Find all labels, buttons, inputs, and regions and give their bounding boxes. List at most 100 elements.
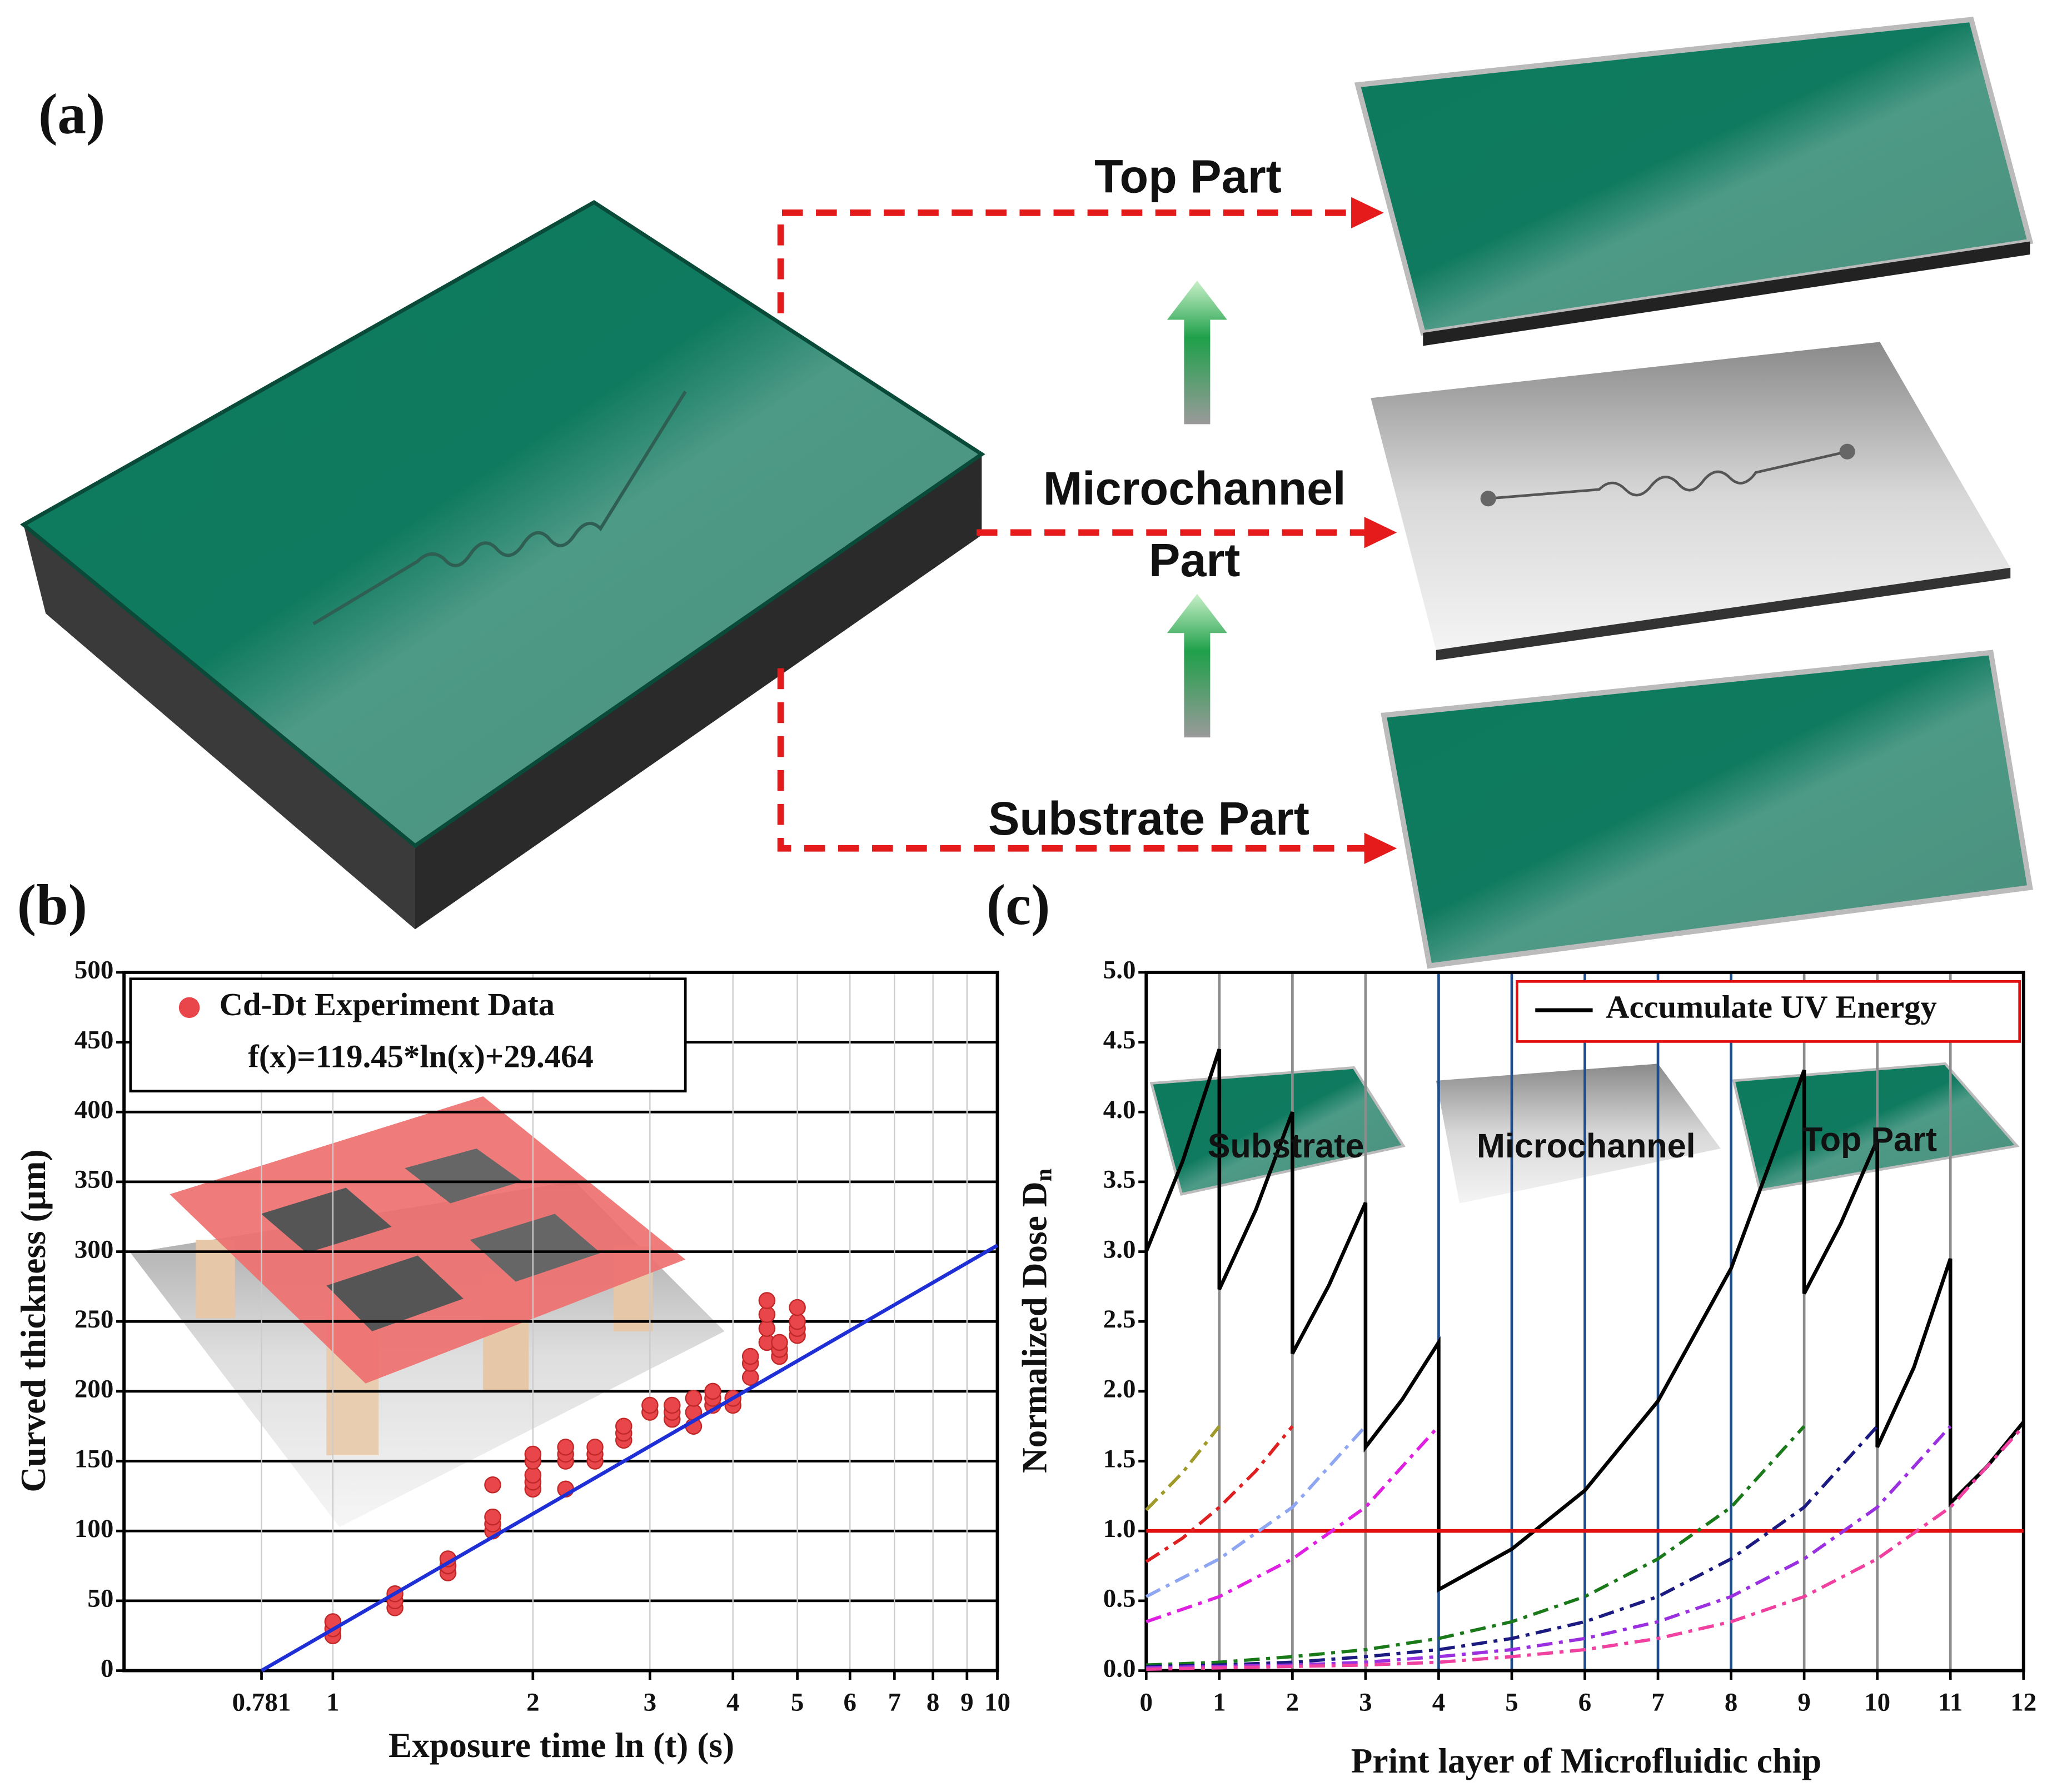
point [758,1292,776,1309]
green-arrows [1167,281,1227,738]
x-tick-label: 8 [927,1688,939,1716]
inset-structure [130,1096,725,1528]
y-tick-label: 4.0 [1103,1095,1136,1124]
y-axis-label: Normalized Dose Dn [1014,1169,1057,1473]
y-tick-label: 4.5 [1103,1025,1136,1054]
y-tick-label: 250 [74,1305,113,1334]
x-tick-label: 6 [1578,1688,1591,1716]
x-tick-label: 4 [1432,1688,1445,1716]
legend-box [129,977,687,1093]
x-tick-label: 7 [1651,1688,1664,1716]
point [758,1306,776,1323]
y-tick-label: 0.0 [1103,1654,1136,1683]
chart: 0.00.51.01.52.02.53.03.54.04.55.00 1 2 3 4 5 6… [1014,956,2036,1781]
plot-frame [1144,970,2025,1673]
port [1839,443,1855,460]
x-tick-label: 10 [984,1688,1010,1716]
point [524,1445,542,1463]
legend-symbol [178,997,200,1019]
slab-side [415,454,982,930]
y-tick-label: 1.5 [1103,1444,1136,1473]
y-tick-label: 0 [101,1654,113,1683]
point [586,1439,604,1456]
y-tick-label: 0.5 [1103,1584,1136,1613]
line [1146,1425,1806,1667]
point [704,1382,721,1400]
y-tick-label: 5.0 [1103,956,1136,985]
y-tick-label: 200 [74,1375,113,1404]
point [685,1390,703,1407]
y-tick-label: 1.0 [1103,1514,1136,1543]
arrow-heads [1351,197,1397,864]
y-tick-label: 150 [74,1444,113,1473]
x-tick-label: 3 [644,1688,656,1716]
line [260,1244,999,1673]
label: Microchannel [1043,462,1346,515]
x-tick-label: 10 [1864,1688,1890,1716]
microchannel [312,391,687,626]
y-tick-label: 400 [74,1095,113,1124]
line [1146,1425,1879,1668]
y-axis-label-text: Curved thickness (μm) [13,1149,52,1492]
y-axis-label-subscript: n [1030,1169,1057,1182]
point [641,1396,659,1414]
top-plate [1354,17,2034,336]
x-tick-label: 1 [326,1688,339,1716]
panel-label: (b) [17,873,87,937]
point [484,1508,501,1526]
slab-side [23,525,415,930]
y-tick-label: 3.0 [1103,1235,1136,1264]
point [615,1417,632,1435]
label: Top Part [1094,149,1282,202]
x-tick-label: 3 [1359,1688,1372,1716]
y-axis-label: Curved thickness (μm) [13,1149,52,1492]
y-tick-label: 2.5 [1103,1305,1136,1334]
x-tick-label: 0 [1140,1688,1153,1716]
x-tick-label: 5 [1505,1688,1518,1716]
x-tick-label: 11 [1938,1688,1963,1716]
x-tick-label: 0.781 [232,1688,291,1716]
line [1145,1425,1440,1624]
x-tick-label: 2 [1286,1688,1299,1716]
x-tick-label: 5 [791,1688,804,1716]
annotation: Microchannel [1477,1127,1696,1165]
x-tick-label: 12 [2010,1688,2036,1716]
microchannel-plate [1371,342,2011,650]
point [741,1347,759,1365]
y-axis-label-text: Normalized Dose D [1014,1181,1054,1473]
label: Part [1149,533,1240,586]
line [1145,1425,1367,1598]
x-tick-label: 9 [1797,1688,1810,1716]
x-tick-label: 2 [526,1688,539,1716]
point [664,1396,681,1414]
line [1144,1049,2025,1593]
x-axis-label: Exposure time ln (t) (s) [389,1725,734,1765]
panel-label: (a) [38,83,105,146]
legend-label: f(x)=119.45*ln(x)+29.464 [248,1039,593,1075]
panel-a-drawing: Top Part Microchannel Part Substrate Par… [20,17,2034,969]
x-tick-label: 4 [726,1688,739,1716]
annotation: Top Part [1802,1120,1937,1158]
y-tick-label: 350 [74,1165,113,1194]
point [789,1299,806,1316]
annotation: Substrate [1208,1127,1364,1165]
label: Substrate Part [988,792,1309,845]
legend-box [1516,980,2021,1043]
plate-edge [1423,241,2030,346]
legend-label: Accumulate UV Energy [1606,989,1937,1025]
y-tick-label: 500 [74,956,113,985]
line [1145,1425,1221,1511]
point [557,1439,574,1456]
slab-top [20,199,985,848]
legend-label: Cd-Dt Experiment Data [220,986,555,1022]
y-tick-label: 450 [74,1025,113,1054]
chart: 0 50 100 150 200 250 300 350 400 450 500 0.781 1 2 3 4 5… [13,956,1010,1765]
panel-label: (c) [987,873,1050,937]
plate-edge [1436,567,2011,661]
x-tick-label: 8 [1725,1688,1737,1716]
y-tick-label: 3.5 [1103,1165,1136,1194]
x-tick-label: 7 [888,1688,901,1716]
line [1146,1425,2025,1671]
